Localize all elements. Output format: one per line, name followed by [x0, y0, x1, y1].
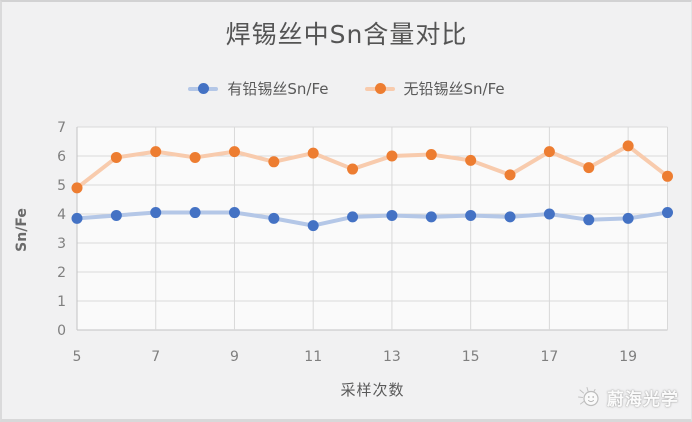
legend-item-leaded: 有铅锡丝Sn/Fe [188, 78, 329, 99]
data-point-s1-x18 [583, 162, 595, 174]
data-point-s0-x12 [347, 211, 359, 223]
data-point-s1-x20 [662, 170, 673, 182]
data-point-s0-x5 [71, 212, 83, 224]
data-point-s0-x20 [662, 207, 673, 219]
data-point-s1-x10 [268, 156, 280, 168]
data-point-s1-x8 [189, 151, 201, 163]
data-point-s0-x6 [110, 209, 122, 221]
data-point-s1-x12 [347, 163, 359, 175]
legend-dot-icon [198, 83, 210, 94]
data-point-s0-x15 [465, 209, 477, 221]
data-point-s1-x15 [465, 154, 477, 166]
data-point-s1-x19 [622, 140, 634, 152]
y-tick-label: 3 [57, 236, 66, 252]
watermark-text: 蔚海光学 [607, 390, 679, 410]
legend-label-leadfree: 无铅锡丝Sn/Fe [403, 80, 505, 98]
y-tick-label: 0 [57, 323, 66, 339]
legend-marker-orange [364, 83, 395, 94]
legend: 有铅锡丝Sn/Fe 无铅锡丝Sn/Fe [2, 78, 691, 99]
data-point-s0-x18 [583, 214, 595, 226]
data-point-s0-x7 [150, 207, 162, 219]
data-point-s1-x5 [71, 182, 83, 194]
x-axis-title: 采样次数 [340, 381, 405, 399]
data-point-s0-x8 [189, 207, 201, 219]
sun-face-icon [578, 387, 599, 407]
y-tick-label: 2 [57, 265, 66, 281]
x-tick-label: 9 [230, 349, 239, 365]
x-tick-label: 17 [540, 349, 558, 365]
data-point-s0-x13 [386, 209, 398, 221]
x-tick-label: 13 [383, 349, 401, 365]
x-tick-label: 5 [73, 349, 82, 365]
data-point-s0-x9 [228, 207, 240, 219]
data-point-s0-x10 [268, 212, 280, 224]
x-tick-label: 15 [462, 349, 480, 365]
chart-title: 焊锡丝中Sn含量对比 [225, 20, 468, 49]
data-point-s1-x7 [150, 146, 162, 158]
data-point-s1-x6 [110, 151, 122, 163]
data-point-s0-x19 [622, 212, 634, 224]
y-tick-label: 4 [57, 207, 66, 223]
legend-dot-icon [374, 83, 386, 94]
series-line-1 [75, 143, 670, 190]
y-tick-label: 1 [57, 294, 66, 310]
y-tick-label: 5 [57, 178, 66, 194]
data-point-s1-x9 [228, 146, 240, 158]
x-tick-label: 19 [619, 349, 637, 365]
data-point-s1-x13 [386, 150, 398, 162]
legend-marker-blue [188, 83, 219, 94]
data-point-s1-x11 [307, 147, 319, 159]
y-tick-label: 6 [57, 149, 66, 165]
plot-background [77, 127, 668, 330]
data-point-s1-x16 [504, 169, 516, 181]
data-point-s0-x17 [543, 208, 555, 220]
watermark: 蔚海光学 [577, 385, 679, 410]
x-tick-label: 7 [151, 349, 160, 365]
y-tick-label: 7 [57, 120, 66, 136]
data-point-s1-x17 [543, 146, 555, 158]
data-point-s0-x14 [425, 211, 437, 223]
data-point-s0-x16 [504, 211, 516, 223]
legend-item-leadfree: 无铅锡丝Sn/Fe [364, 78, 505, 99]
y-axis-title: Sn/Fe [14, 208, 30, 252]
x-tick-label: 11 [304, 349, 322, 365]
data-point-s0-x11 [307, 220, 319, 232]
data-point-s1-x14 [425, 149, 437, 161]
legend-label-leaded: 有铅锡丝Sn/Fe [227, 80, 329, 98]
series-line-0 [75, 210, 670, 228]
